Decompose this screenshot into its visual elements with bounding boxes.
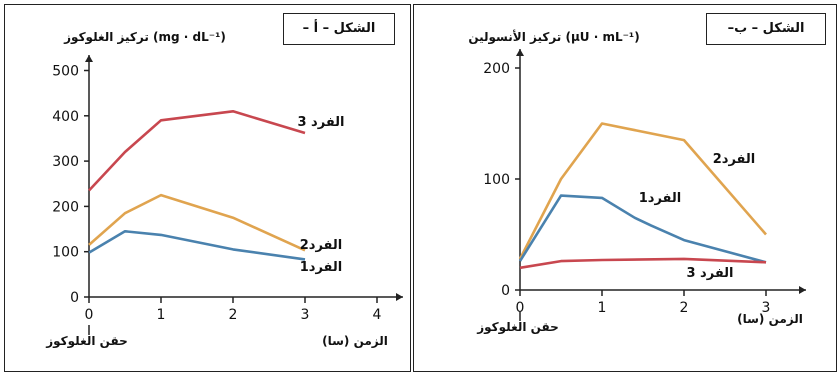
chart2-y-tick-label: 200: [483, 61, 510, 77]
chart2-x-axis-title: الزمن (سا): [737, 312, 803, 326]
chart1-x-tick-label: 2: [229, 307, 238, 323]
chart1-x-axis-title: الزمن (سا): [322, 334, 388, 348]
figure-a-label: الشكل – أ –: [283, 13, 395, 45]
chart1-series-label: الفرد2: [300, 238, 343, 253]
chart2-x-tick-label: 0: [516, 300, 525, 316]
figure-b-label: الشكل – ب–: [706, 13, 826, 45]
chart1-y-tick-label: 400: [52, 109, 79, 125]
chart1-injection-label: حقن الغلوكوز: [45, 334, 128, 349]
chart2-x-tick-label: 2: [680, 300, 689, 316]
chart1-x-axis-arrow: [396, 293, 403, 301]
chart2-y-tick-label: 100: [483, 172, 510, 188]
chart1-y-tick-label: 0: [70, 290, 79, 306]
chart2-series-label: الفرد1: [639, 191, 682, 206]
chart1-y-tick-label: 100: [52, 245, 79, 261]
chart2-x-tick-label: 3: [762, 300, 771, 316]
chart2-injection-label: حقن الغلوكوز: [476, 320, 559, 335]
chart2-y-axis-arrow: [516, 49, 524, 56]
chart2-series-line: [519, 257, 767, 270]
chart1-x-tick-label: 0: [85, 307, 94, 323]
chart1-y-tick-label: 500: [52, 64, 79, 80]
chart2-series-label: الفرد2: [713, 152, 756, 167]
chart1-series-label: الفرد1: [300, 260, 343, 275]
chart1-x-tick-label: 3: [301, 307, 310, 323]
chart1-series-line: [88, 193, 306, 252]
chart1-series-line: [88, 230, 306, 261]
figure-a-panel: الشكل – أ – 0 100 200 300 400 500 0 1 2 3 4 تركيز ا…: [4, 4, 411, 372]
chart1-y-tick-label: 200: [52, 199, 79, 215]
chart2-x-axis-arrow: [799, 286, 806, 294]
chart1-y-axis-title: تركيز الغلوكوز (mg · dL⁻¹): [63, 30, 226, 45]
chart1-y-tick-label: 300: [52, 154, 79, 170]
chart1-series-line: [88, 110, 306, 192]
chart2-series-line: [518, 122, 767, 260]
chart2-y-axis-title: تركيز الأنسولين (μU · mL⁻¹): [468, 29, 639, 45]
figure-b-panel: الشكل – ب– 0 100 200 0 1 2 3 تركيز الأنسولين (μ…: [413, 4, 837, 372]
chart1-y-axis-arrow: [85, 55, 93, 62]
chart1-x-tick-label: 4: [373, 307, 382, 323]
chart2-x-tick-label: 1: [598, 300, 607, 316]
chart2-series-line: [518, 194, 767, 264]
chart1-x-tick-label: 1: [157, 307, 166, 323]
figure-a-chart: 0 100 200 300 400 500 0 1 2 3 4 تركيز الغلوكوز (mg …: [45, 30, 403, 349]
chart2-y-tick-label: 0: [501, 283, 510, 299]
chart1-series-label: الفرد 3: [297, 115, 344, 130]
figure-b-chart: 0 100 200 0 1 2 3 تركيز الأنسولين (μU · mL⁻¹) ال…: [468, 29, 806, 335]
chart2-series-label: الفرد 3: [686, 266, 733, 281]
